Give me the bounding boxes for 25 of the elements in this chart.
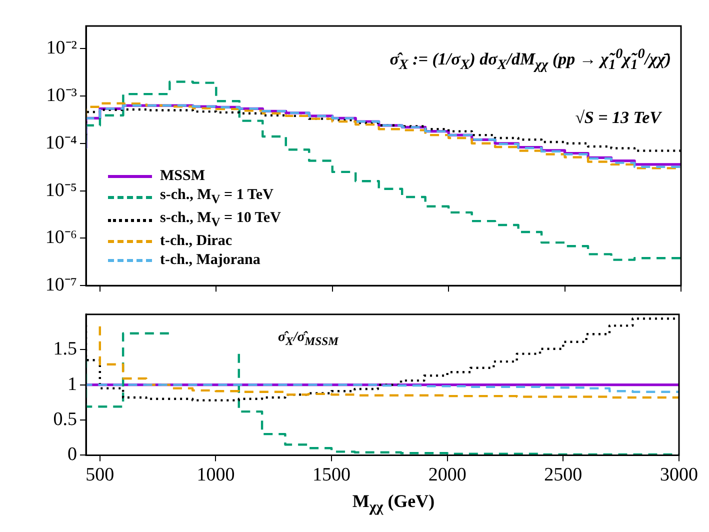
- x-tick-label: 3000: [660, 464, 698, 486]
- legend-label: t-ch., Dirac: [160, 232, 232, 251]
- x-tick-label: 1000: [196, 464, 235, 486]
- x-tick-label: 2000: [428, 464, 466, 486]
- annotation: √S = 13 TeV: [575, 108, 661, 128]
- y-tick-label: 10⁻⁴: [45, 132, 78, 154]
- y-tick-label: 10⁻⁷: [45, 274, 77, 296]
- y-tick-label: 10⁻³: [46, 84, 78, 106]
- legend-label: s-ch., M$_{V}$ = 1 TeV: [160, 186, 274, 208]
- text: σ̂$_{X}$ := (1/σ$_{X}$) dσ$_{X}$/dM$_{χχ}$ (pp → χ̃$_{1}$$^{0}$χ̃$_{1}$$^{0}$/χχ̄): [390, 46, 671, 74]
- y-tick-label: 1: [68, 374, 77, 395]
- y-tick-label: 10⁻⁵: [45, 180, 77, 201]
- y-tick-label: 0.5: [53, 408, 77, 430]
- annotation: σ̂$_{X}$/σ̂$_{MSSM}$: [278, 330, 338, 348]
- x-tick-label: 1500: [312, 464, 351, 486]
- y-tick-label: 1.5: [53, 338, 77, 360]
- y-tick-label: 10⁻²: [46, 38, 78, 59]
- legend-label: MSSM: [160, 167, 205, 186]
- x-tick-label: 2500: [544, 464, 582, 486]
- y-tick-label: 0: [68, 444, 77, 466]
- x-tick-label: 500: [86, 464, 114, 486]
- legend-label: t-ch., Majorana: [160, 251, 260, 270]
- x-axis-title: M$_{χχ}$ (GeV): [351, 490, 436, 518]
- y-tick-label: 10⁻⁶: [45, 227, 77, 248]
- legend-label: s-ch., M$_{V}$ = 10 TeV: [160, 209, 281, 231]
